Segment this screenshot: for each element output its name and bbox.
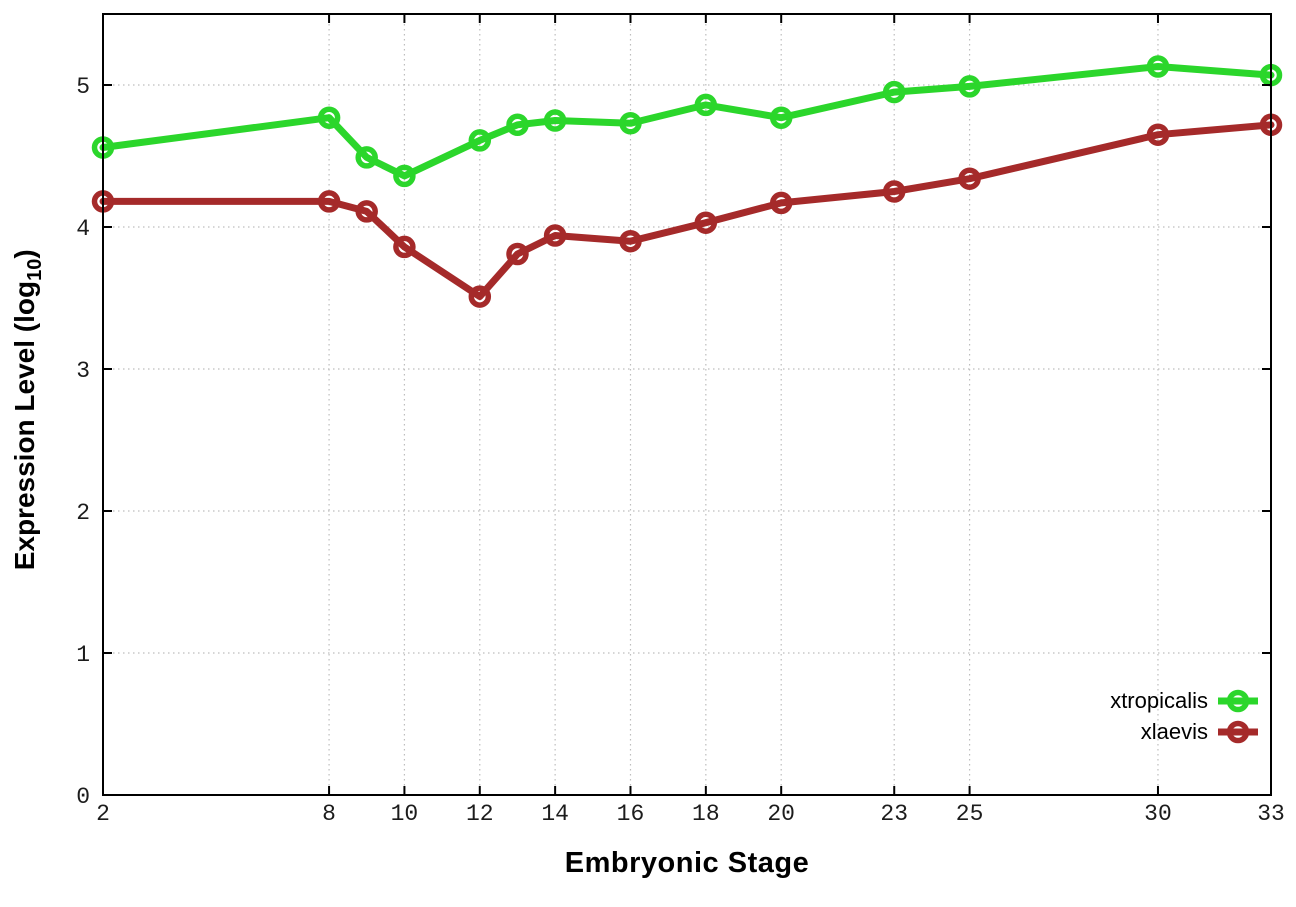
data-point-xtropicalis bbox=[317, 106, 341, 129]
legend: xtropicalis xlaevis bbox=[1110, 686, 1260, 746]
series-line-xtropicalis bbox=[99, 63, 1275, 180]
data-point-xlaevis bbox=[317, 190, 341, 213]
x-tick-label: 16 bbox=[617, 801, 645, 827]
data-point-xtropicalis bbox=[769, 106, 793, 129]
x-tick-label: 25 bbox=[956, 801, 984, 827]
data-point-xtropicalis bbox=[543, 109, 567, 132]
y-tick-label: 1 bbox=[76, 642, 90, 668]
data-point-xlaevis bbox=[506, 242, 529, 266]
data-point-xlaevis bbox=[355, 200, 378, 223]
y-axis-title: Expression Level (log10) bbox=[9, 200, 47, 620]
data-point-xtropicalis bbox=[506, 113, 529, 137]
data-point-xlaevis bbox=[1146, 123, 1170, 146]
legend-linespoint-icon bbox=[1218, 689, 1258, 712]
legend-label: xtropicalis bbox=[1110, 688, 1208, 713]
x-tick-label: 10 bbox=[391, 801, 419, 827]
x-tick-label: 23 bbox=[880, 801, 908, 827]
x-tick-label: 20 bbox=[767, 801, 795, 827]
data-point-xlaevis bbox=[619, 229, 642, 253]
data-point-xlaevis bbox=[468, 285, 492, 308]
x-tick-label: 33 bbox=[1257, 801, 1285, 827]
data-point-xtropicalis bbox=[619, 112, 642, 135]
data-point-xlaevis bbox=[694, 211, 718, 234]
data-point-xlaevis bbox=[958, 167, 981, 190]
data-point-xtropicalis bbox=[958, 75, 981, 98]
data-point-xlaevis bbox=[882, 180, 906, 203]
data-point-xtropicalis bbox=[694, 93, 718, 117]
data-point-xlaevis bbox=[393, 235, 416, 259]
y-tick-label: 0 bbox=[76, 784, 90, 810]
y-tick-label: 3 bbox=[76, 358, 90, 384]
data-point-xtropicalis bbox=[1146, 55, 1170, 78]
x-tick-label: 18 bbox=[692, 801, 720, 827]
y-axis-title-text: Expression Level (log bbox=[9, 280, 41, 571]
data-point-xlaevis bbox=[543, 224, 567, 247]
data-point-xtropicalis bbox=[882, 80, 906, 104]
y-tick-label: 5 bbox=[76, 74, 90, 100]
series-line-xlaevis bbox=[99, 121, 1275, 301]
legend-item-xlaevis: xlaevis bbox=[1141, 717, 1260, 746]
data-point-xtropicalis bbox=[468, 129, 492, 152]
data-point-xlaevis bbox=[769, 191, 793, 215]
x-tick-label: 14 bbox=[541, 801, 569, 827]
data-point-xtropicalis bbox=[355, 146, 378, 169]
y-tick-label: 2 bbox=[76, 500, 90, 526]
data-point-xtropicalis bbox=[393, 164, 416, 188]
y-axis-title-subscript: 10 bbox=[23, 258, 46, 281]
legend-label: xlaevis bbox=[1140, 719, 1208, 744]
y-axis-title-suffix: ) bbox=[9, 249, 41, 259]
x-tick-label: 30 bbox=[1144, 801, 1172, 827]
legend-item-xtropicalis: xtropicalis bbox=[1110, 686, 1260, 715]
legend-linespoint-icon bbox=[1218, 720, 1258, 743]
x-tick-label: 2 bbox=[96, 801, 110, 827]
y-tick-label: 4 bbox=[76, 216, 90, 242]
x-axis-title: Embryonic Stage bbox=[564, 847, 810, 879]
x-tick-label: 8 bbox=[322, 801, 336, 827]
x-tick-label: 12 bbox=[466, 801, 494, 827]
plot-border bbox=[102, 13, 1272, 796]
